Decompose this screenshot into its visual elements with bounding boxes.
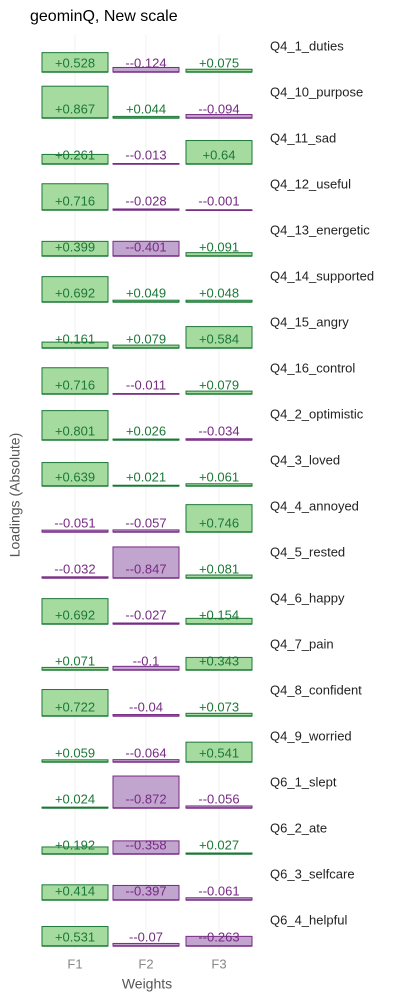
y-axis-label: Loadings (Absolute) [7, 433, 23, 558]
value-label: +0.414 [55, 883, 95, 898]
value-label: +0.528 [55, 55, 95, 70]
value-label: --0.011 [126, 377, 166, 392]
value-label: +0.531 [55, 929, 95, 944]
value-label: +0.722 [55, 699, 95, 714]
facet-label: Q4_7_pain [270, 636, 334, 651]
facet-label: Q6_3_selfcare [270, 866, 355, 881]
value-label: --0.034 [198, 423, 239, 438]
value-label: +0.343 [199, 653, 239, 668]
value-label: --0.358 [125, 837, 166, 852]
bar [41, 598, 109, 625]
value-label: +0.716 [55, 193, 95, 208]
value-label: --0.064 [125, 745, 166, 760]
value-label: --0.1 [133, 653, 160, 668]
value-label: --0.013 [125, 147, 166, 162]
bar [41, 367, 109, 395]
value-label: +0.746 [199, 515, 239, 530]
value-label: +0.192 [55, 837, 95, 852]
value-label: --0.028 [125, 193, 166, 208]
value-label: +0.071 [55, 653, 95, 668]
value-label: --0.027 [125, 607, 166, 622]
facet-label: Q4_11_sad [270, 130, 336, 145]
value-label: +0.059 [55, 745, 95, 760]
facet-label: Q4_16_control [270, 360, 355, 375]
value-label: +0.026 [126, 423, 166, 438]
facet-label: Q6_4_helpful [270, 912, 347, 927]
value-label: +0.399 [55, 239, 95, 254]
value-label: --0.397 [125, 883, 166, 898]
value-label: +0.154 [199, 607, 239, 622]
facet-label: Q4_10_purpose [270, 84, 363, 99]
value-label: +0.867 [55, 101, 95, 116]
value-label: +0.639 [55, 469, 95, 484]
facet-label: Q4_15_angry [270, 314, 349, 329]
value-label: +0.584 [199, 331, 239, 346]
value-label: +0.024 [55, 791, 95, 806]
value-label: --0.07 [129, 929, 163, 944]
x-tick-label: F2 [138, 956, 153, 971]
value-label: --0.001 [198, 193, 239, 208]
facet-label: Q4_2_optimistic [270, 406, 364, 421]
chart-title: geominQ, New scale [30, 8, 178, 25]
value-label: --0.401 [125, 239, 166, 254]
facet-label: Q4_12_useful [270, 176, 351, 191]
value-label: --0.094 [198, 101, 239, 116]
facet-label: Q6_2_ate [270, 820, 327, 835]
value-label: +0.801 [55, 423, 95, 438]
value-label: +0.716 [55, 377, 95, 392]
x-tick-label: F1 [67, 956, 82, 971]
bar [41, 689, 109, 717]
value-label: +0.692 [55, 285, 95, 300]
value-label: --0.263 [198, 929, 239, 944]
value-label: +0.075 [199, 55, 239, 70]
facet-label: Q4_1_duties [270, 38, 344, 53]
value-label: +0.027 [199, 837, 239, 852]
value-label: +0.091 [199, 239, 239, 254]
facet-label: Q4_4_annoyed [270, 498, 359, 513]
value-label: --0.032 [54, 561, 95, 576]
value-label: +0.079 [199, 377, 239, 392]
value-label: +0.261 [55, 147, 95, 162]
x-tick-label: F3 [211, 956, 226, 971]
bar [185, 504, 253, 533]
value-label: +0.161 [55, 331, 95, 346]
facet-label: Q4_5_rested [270, 544, 345, 559]
value-label: +0.021 [126, 469, 166, 484]
value-label: +0.64 [203, 147, 236, 162]
value-label: +0.541 [199, 745, 239, 760]
x-axis-label: Weights [122, 976, 172, 992]
bar [41, 276, 109, 303]
bar [41, 410, 109, 441]
value-label: +0.044 [126, 101, 166, 116]
value-label: --0.847 [125, 561, 166, 576]
value-label: --0.124 [125, 55, 166, 70]
value-label: +0.061 [199, 469, 239, 484]
value-label: --0.04 [129, 699, 163, 714]
facet-label: Q4_13_energetic [270, 222, 370, 237]
value-label: --0.872 [125, 791, 166, 806]
facet-label: Q4_6_happy [270, 590, 345, 605]
value-label: --0.056 [198, 791, 239, 806]
facet-label: Q4_14_supported [270, 268, 374, 283]
value-label: --0.057 [125, 515, 166, 530]
facet-label: Q4_8_confident [270, 682, 362, 697]
facet-label: Q4_9_worried [270, 728, 352, 743]
bar [112, 775, 180, 809]
value-label: --0.061 [198, 883, 239, 898]
value-label: +0.073 [199, 699, 239, 714]
facet-label: Q4_3_loved [270, 452, 340, 467]
facet-label: Q6_1_slept [270, 774, 337, 789]
value-label: +0.692 [55, 607, 95, 622]
value-label: +0.049 [126, 285, 166, 300]
value-label: --0.051 [54, 515, 95, 530]
value-label: +0.079 [126, 331, 166, 346]
value-label: +0.081 [199, 561, 239, 576]
bar [112, 546, 180, 579]
value-label: +0.048 [199, 285, 239, 300]
